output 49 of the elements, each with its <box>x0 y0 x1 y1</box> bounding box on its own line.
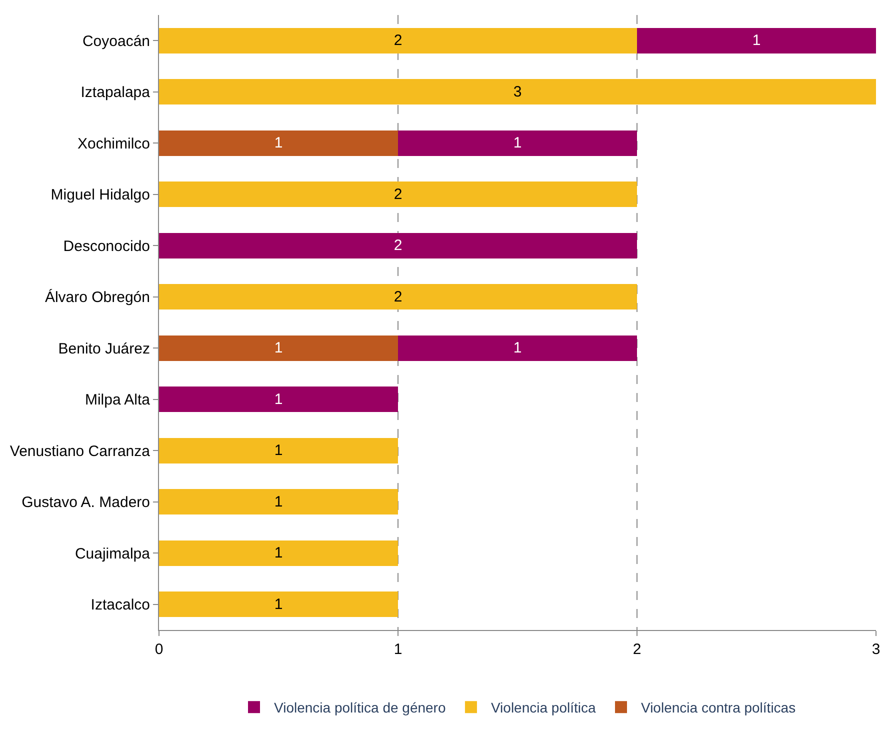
data-label: 1 <box>752 32 761 50</box>
y-tick-label: Gustavo A. Madero <box>22 494 150 512</box>
data-label: 1 <box>274 134 283 152</box>
y-tick-label: Iztacalco <box>90 596 150 614</box>
bar <box>159 386 398 412</box>
data-label: 1 <box>274 390 283 408</box>
x-tick-label: 3 <box>872 641 880 658</box>
bar <box>398 130 637 156</box>
data-label: 3 <box>513 83 522 100</box>
data-label: 1 <box>274 493 283 510</box>
legend-label: Violencia contra políticas <box>640 700 796 716</box>
legend-label: Violencia política <box>490 700 596 716</box>
data-label: 1 <box>274 596 283 613</box>
y-tick-label: Cuajimalpa <box>74 545 151 562</box>
bar <box>159 28 637 54</box>
data-label: 1 <box>513 134 522 152</box>
y-tick-label: Xochimilco <box>77 135 150 152</box>
data-label: 2 <box>394 32 402 50</box>
y-tick-label: Coyoacán <box>82 32 150 50</box>
data-label: 1 <box>274 340 283 357</box>
data-label: 2 <box>394 186 402 203</box>
data-label: 1 <box>274 442 283 460</box>
y-tick-label: Álvaro Obregón <box>44 288 150 306</box>
bar <box>159 284 637 310</box>
x-tick-label: 2 <box>632 641 642 658</box>
bar <box>159 79 876 105</box>
y-tick-label: Benito Juárez <box>58 340 150 358</box>
bar <box>159 438 398 464</box>
bar <box>159 335 398 361</box>
bar <box>159 130 398 156</box>
y-tick-label: Venustiano Carranza <box>10 442 151 460</box>
bar <box>159 489 398 515</box>
y-tick-label: Desconocido <box>63 238 150 255</box>
bar <box>159 592 398 618</box>
y-tick-label: Miguel Hidalgo <box>50 186 150 204</box>
data-label: 2 <box>394 237 402 254</box>
y-tick-label: Iztapalapa <box>80 84 151 102</box>
x-tick-label: 0 <box>154 641 164 658</box>
legend-label: Violencia política de género <box>274 700 446 716</box>
bar <box>398 335 637 361</box>
data-label: 2 <box>394 288 402 306</box>
bar <box>159 182 637 208</box>
bar <box>637 28 876 54</box>
data-label: 1 <box>513 340 522 357</box>
bar <box>159 540 398 566</box>
bar <box>159 232 637 258</box>
x-tick-label: 1 <box>394 641 402 658</box>
y-tick-label: Milpa Alta <box>84 392 151 409</box>
data-label: 1 <box>274 544 283 562</box>
